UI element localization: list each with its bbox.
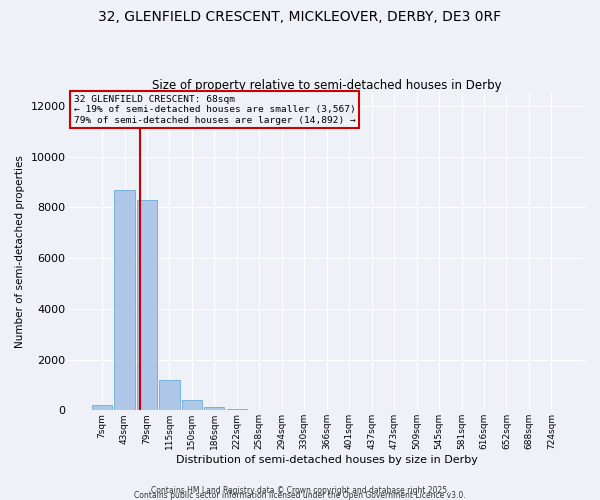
Bar bbox=[160, 380, 179, 410]
Bar bbox=[137, 200, 157, 410]
Text: Contains public sector information licensed under the Open Government Licence v3: Contains public sector information licen… bbox=[134, 491, 466, 500]
Bar bbox=[227, 409, 247, 410]
Text: 32, GLENFIELD CRESCENT, MICKLEOVER, DERBY, DE3 0RF: 32, GLENFIELD CRESCENT, MICKLEOVER, DERB… bbox=[98, 10, 502, 24]
Y-axis label: Number of semi-detached properties: Number of semi-detached properties bbox=[15, 156, 25, 348]
Bar bbox=[204, 407, 224, 410]
Bar bbox=[92, 405, 112, 410]
Title: Size of property relative to semi-detached houses in Derby: Size of property relative to semi-detach… bbox=[152, 79, 502, 92]
Bar bbox=[182, 400, 202, 410]
X-axis label: Distribution of semi-detached houses by size in Derby: Distribution of semi-detached houses by … bbox=[176, 455, 478, 465]
Text: Contains HM Land Registry data © Crown copyright and database right 2025.: Contains HM Land Registry data © Crown c… bbox=[151, 486, 449, 495]
Text: 32 GLENFIELD CRESCENT: 68sqm
← 19% of semi-detached houses are smaller (3,567)
7: 32 GLENFIELD CRESCENT: 68sqm ← 19% of se… bbox=[74, 95, 355, 124]
Bar bbox=[115, 190, 134, 410]
